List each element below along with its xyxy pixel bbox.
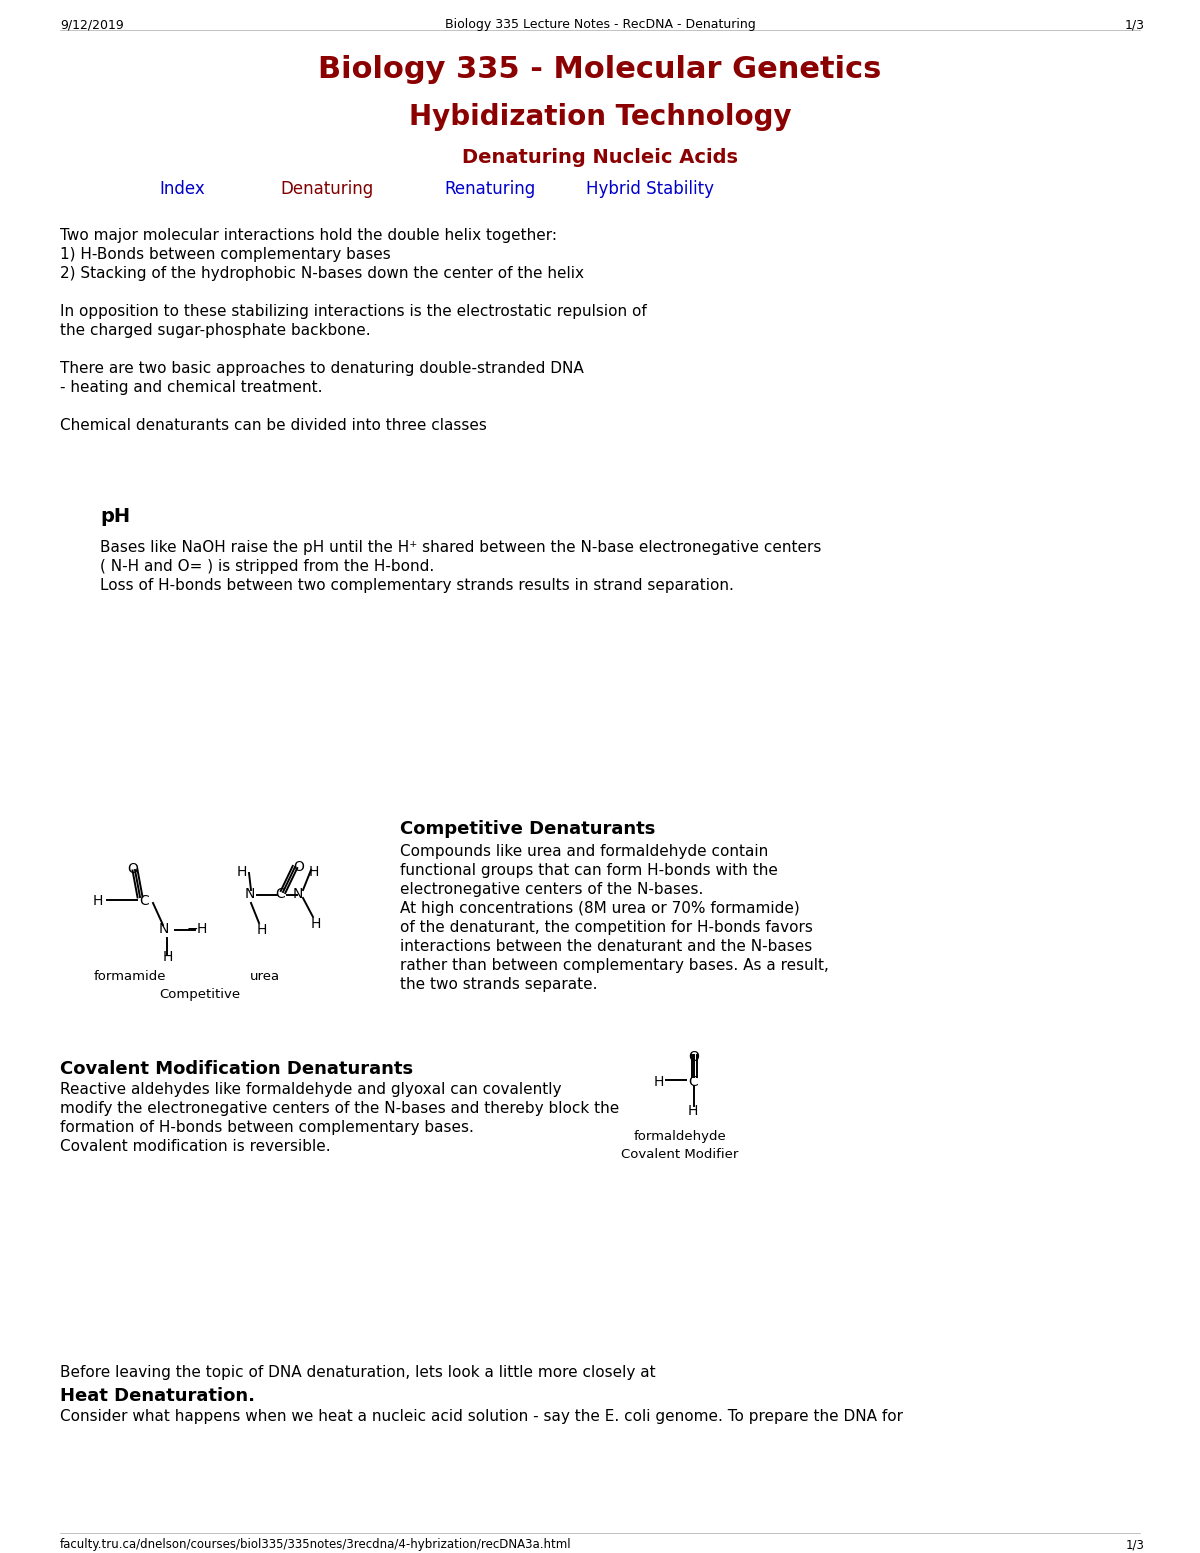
Text: interactions between the denaturant and the N-bases: interactions between the denaturant and … (400, 940, 812, 954)
Text: Renaturing: Renaturing (444, 180, 535, 197)
Text: Hybidization Technology: Hybidization Technology (409, 102, 791, 130)
Text: Covalent Modification Denaturants: Covalent Modification Denaturants (60, 1061, 413, 1078)
Text: formamide: formamide (94, 971, 167, 983)
Text: Heat Denaturation.: Heat Denaturation. (60, 1387, 256, 1405)
Text: ( N-H and O= ) is stripped from the H-bond.: ( N-H and O= ) is stripped from the H-bo… (100, 559, 434, 575)
Text: Chemical denaturants can be divided into three classes: Chemical denaturants can be divided into… (60, 418, 487, 433)
Text: Loss of H-bonds between two complementary strands results in strand separation.: Loss of H-bonds between two complementar… (100, 578, 734, 593)
Text: H: H (238, 865, 247, 879)
Text: formaldehyde: formaldehyde (634, 1131, 726, 1143)
Text: −: − (187, 922, 199, 936)
Text: H: H (311, 916, 322, 930)
Text: electronegative centers of the N-bases.: electronegative centers of the N-bases. (400, 882, 703, 898)
Text: H: H (688, 1104, 698, 1118)
Text: Before leaving the topic of DNA denaturation, lets look a little more closely at: Before leaving the topic of DNA denatura… (60, 1365, 655, 1381)
Text: rather than between complementary bases. As a result,: rather than between complementary bases.… (400, 958, 829, 974)
Text: At high concentrations (8M urea or 70% formamide): At high concentrations (8M urea or 70% f… (400, 901, 799, 916)
Text: H: H (163, 950, 173, 964)
Text: C: C (688, 1075, 697, 1089)
Text: - heating and chemical treatment.: - heating and chemical treatment. (60, 380, 323, 394)
Text: C: C (139, 895, 149, 909)
Text: 1/3: 1/3 (1126, 1537, 1145, 1551)
Text: O: O (127, 862, 138, 876)
Text: H: H (257, 922, 268, 936)
Text: Denaturing: Denaturing (281, 180, 373, 197)
Text: of the denaturant, the competition for H-bonds favors: of the denaturant, the competition for H… (400, 919, 812, 935)
Text: 2) Stacking of the hydrophobic N-bases down the center of the helix: 2) Stacking of the hydrophobic N-bases d… (60, 266, 584, 281)
Text: modify the electronegative centers of the N-bases and thereby block the: modify the electronegative centers of th… (60, 1101, 619, 1117)
Text: faculty.tru.ca/dnelson/courses/biol335/335notes/3recdna/4-hybrization/recDNA3a.h: faculty.tru.ca/dnelson/courses/biol335/3… (60, 1537, 571, 1551)
Text: N: N (245, 887, 256, 901)
Text: H: H (654, 1075, 665, 1089)
Text: H: H (310, 865, 319, 879)
Text: There are two basic approaches to denaturing double-stranded DNA: There are two basic approaches to denatu… (60, 360, 583, 376)
Text: H: H (197, 922, 208, 936)
Text: Competitive: Competitive (160, 988, 240, 1002)
Text: Two major molecular interactions hold the double helix together:: Two major molecular interactions hold th… (60, 228, 557, 242)
Text: 1) H-Bonds between complementary bases: 1) H-Bonds between complementary bases (60, 247, 391, 262)
Text: N: N (293, 887, 304, 901)
Text: Bases like NaOH raise the pH until the H⁺ shared between the N-base electronegat: Bases like NaOH raise the pH until the H… (100, 540, 821, 554)
Text: Competitive Denaturants: Competitive Denaturants (400, 820, 655, 839)
Text: Denaturing Nucleic Acids: Denaturing Nucleic Acids (462, 148, 738, 168)
Text: Consider what happens when we heat a nucleic acid solution - say the E. coli gen: Consider what happens when we heat a nuc… (60, 1409, 904, 1424)
Text: Biology 335 Lecture Notes - RecDNA - Denaturing: Biology 335 Lecture Notes - RecDNA - Den… (445, 19, 755, 31)
Text: Index: Index (160, 180, 205, 197)
Text: Compounds like urea and formaldehyde contain: Compounds like urea and formaldehyde con… (400, 843, 768, 859)
Text: pH: pH (100, 506, 130, 526)
Text: 1/3: 1/3 (1126, 19, 1145, 31)
Text: functional groups that can form H-bonds with the: functional groups that can form H-bonds … (400, 863, 778, 877)
Text: Covalent Modifier: Covalent Modifier (622, 1148, 739, 1162)
Text: O: O (688, 1050, 698, 1064)
Text: N: N (158, 922, 169, 936)
Text: Hybrid Stability: Hybrid Stability (586, 180, 714, 197)
Text: Reactive aldehydes like formaldehyde and glyoxal can covalently: Reactive aldehydes like formaldehyde and… (60, 1082, 562, 1096)
Text: H: H (94, 895, 103, 909)
Text: C: C (275, 887, 284, 901)
Text: In opposition to these stabilizing interactions is the electrostatic repulsion o: In opposition to these stabilizing inter… (60, 304, 647, 318)
Text: Biology 335 - Molecular Genetics: Biology 335 - Molecular Genetics (318, 54, 882, 84)
Text: 9/12/2019: 9/12/2019 (60, 19, 124, 31)
Text: urea: urea (250, 971, 280, 983)
Text: O: O (293, 860, 304, 874)
Text: Covalent modification is reversible.: Covalent modification is reversible. (60, 1138, 331, 1154)
Text: the charged sugar-phosphate backbone.: the charged sugar-phosphate backbone. (60, 323, 371, 339)
Text: the two strands separate.: the two strands separate. (400, 977, 598, 992)
Text: formation of H-bonds between complementary bases.: formation of H-bonds between complementa… (60, 1120, 474, 1135)
